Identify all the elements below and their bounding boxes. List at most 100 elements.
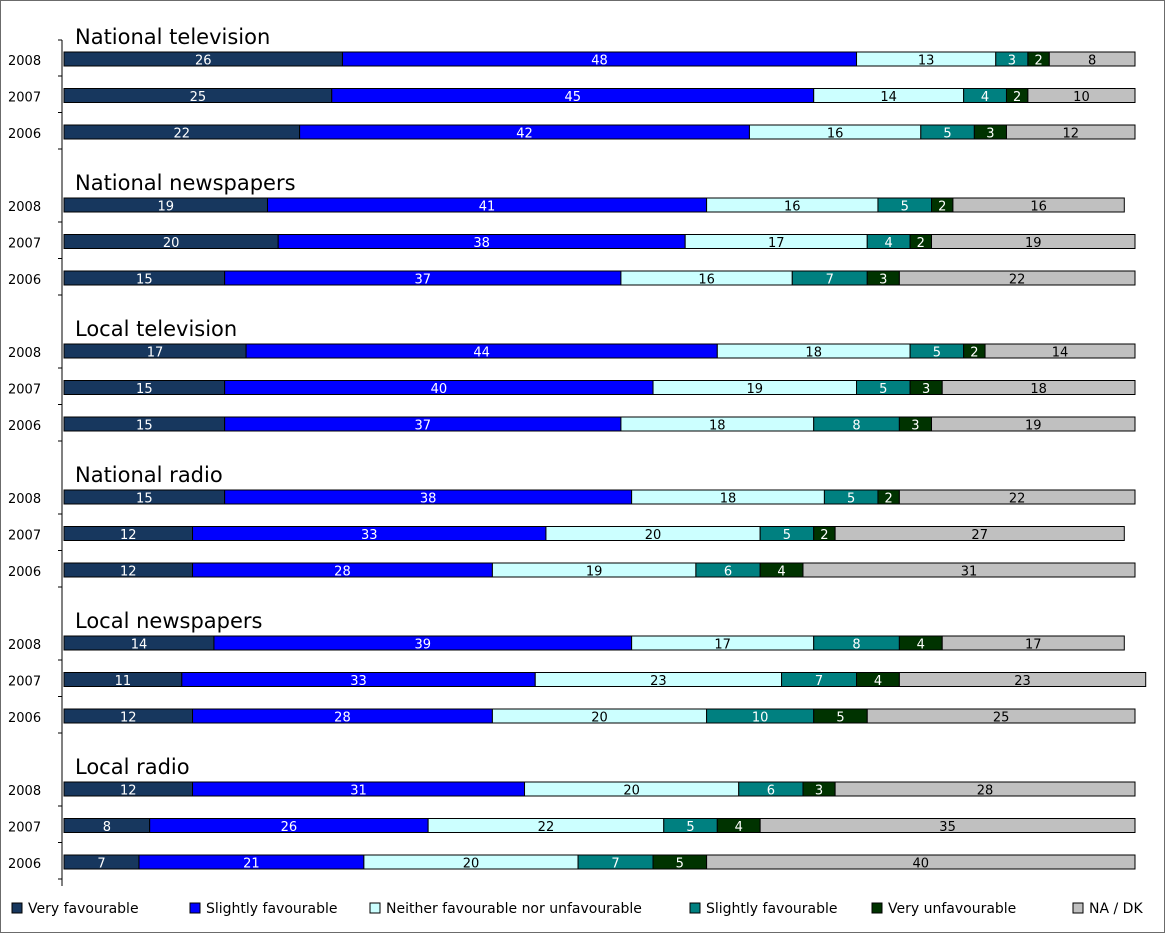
data-label: 4 [735,820,743,835]
data-label: 15 [136,492,153,507]
data-label: 4 [981,90,989,105]
bars [63,51,1147,870]
data-label: 44 [473,346,490,361]
data-label: 17 [768,236,785,251]
data-label: 14 [1052,346,1069,361]
data-label: 22 [1009,492,1026,507]
data-label: 16 [827,127,844,142]
data-label: 7 [826,273,834,288]
data-label: 12 [120,711,137,726]
legend-label: Very favourable [28,901,139,917]
data-label: 16 [698,273,715,288]
data-label: 5 [879,382,887,397]
data-label: 19 [157,200,174,215]
legend-label: Slightly favourable [706,901,838,917]
data-label: 19 [1025,236,1042,251]
year-tick-label: 2006 [8,127,41,142]
data-label: 19 [1025,419,1042,434]
data-label: 2 [938,200,946,215]
bar-segment [802,562,1136,578]
bar-segment [984,343,1136,359]
data-label: 42 [516,127,533,142]
bar-segment [706,854,1136,870]
data-label: 12 [120,528,137,543]
data-label: 28 [334,565,351,580]
data-label: 8 [103,820,111,835]
data-label: 2 [820,528,828,543]
data-label: 15 [136,273,153,288]
data-label: 20 [623,784,640,799]
data-label: 25 [993,711,1010,726]
group-title: National newspapers [75,171,296,195]
data-label: 10 [1073,90,1090,105]
data-label: 20 [591,711,608,726]
legend-swatch [689,902,701,914]
data-label: 31 [350,784,367,799]
data-label: 33 [361,528,378,543]
data-label: 22 [1009,273,1026,288]
legend-label: Very unfavourable [888,901,1016,917]
data-label: 38 [420,492,437,507]
group-title: National television [75,25,270,49]
data-label: 3 [986,127,994,142]
data-label: 5 [686,820,694,835]
data-label: 13 [918,54,935,69]
data-label: 5 [836,711,844,726]
data-label: 45 [564,90,581,105]
year-tick-label: 2007 [8,383,41,398]
data-label: 21 [243,857,260,872]
data-label: 20 [163,236,180,251]
legend: Very favourable Slightly favourable Neithe… [11,901,1143,917]
bar-segment [898,270,1136,286]
bar-segment [898,672,1147,687]
year-tick-label: 2008 [8,54,41,69]
year-tick-label: 2006 [8,273,41,288]
data-label: 38 [473,236,490,251]
legend-label: Neither favourable nor unfavourable [386,901,642,917]
data-label: 20 [645,528,662,543]
data-label: 35 [939,820,956,835]
data-label: 15 [136,382,153,397]
data-label: 20 [463,857,480,872]
data-label: 5 [783,528,791,543]
bar-segment [1027,88,1136,103]
legend-swatch [369,902,381,914]
data-label: 40 [913,857,930,872]
data-label: 4 [917,638,925,653]
data-label: 28 [977,784,994,799]
bar-segment [952,197,1125,213]
year-tick-label: 2008 [8,200,41,215]
data-label: 6 [724,565,732,580]
year-tick-label: 2006 [8,419,41,434]
data-label: 27 [971,528,988,543]
data-label: 40 [431,382,448,397]
data-label: 26 [195,54,212,69]
data-label: 26 [281,820,298,835]
data-label: 7 [97,857,105,872]
year-tick-label: 2007 [8,91,41,106]
legend-swatch [189,902,201,914]
data-label: 15 [136,419,153,434]
data-label: 22 [538,820,555,835]
bar-segment [759,818,1136,833]
data-label: 3 [1008,54,1016,69]
legend-swatch [11,902,23,914]
category-axis [58,39,63,886]
data-label: 25 [190,90,207,105]
data-label: 37 [415,273,432,288]
legend-swatch [871,902,883,914]
data-label: 18 [720,492,737,507]
year-tick-label: 2006 [8,857,41,872]
bar-segment [941,635,1125,651]
data-label: 39 [415,638,432,653]
data-label: 2 [885,492,893,507]
bar-segment [834,526,1125,541]
data-label: 14 [131,638,148,653]
legend-swatch [1072,902,1084,914]
group-title: National radio [75,463,223,487]
data-label: 5 [943,127,951,142]
bar-segment [1005,124,1136,140]
data-label: 48 [591,54,608,69]
year-tick-label: 2007 [8,237,41,252]
